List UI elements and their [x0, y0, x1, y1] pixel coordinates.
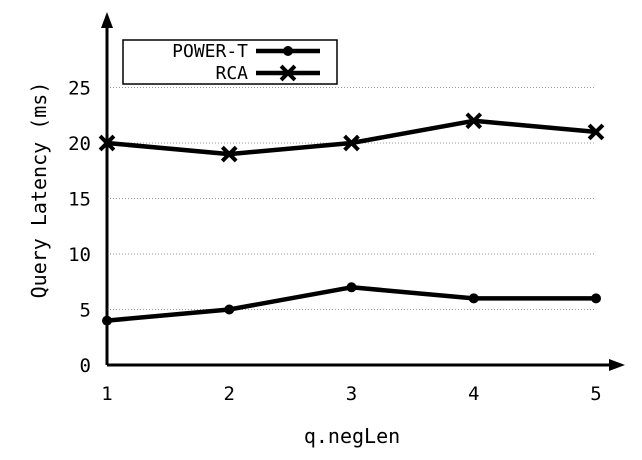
data-point-rca: [343, 134, 360, 152]
x-tick-label: 2: [224, 383, 235, 405]
data-point-power-t: [102, 315, 112, 326]
legend-label-power-t: POWER-T: [172, 41, 248, 62]
data-point-power-t: [468, 293, 479, 304]
grid-lines: [107, 87, 596, 310]
y-tick-label: 0: [80, 355, 91, 377]
legend-marker-rca: [279, 64, 297, 82]
legend-marker-power-t: [283, 46, 293, 56]
x-tick-label: 4: [468, 383, 479, 405]
data-point-power-t: [346, 282, 357, 293]
data-point-power-t: [224, 304, 235, 315]
legend-label-rca: RCA: [215, 63, 248, 84]
y-axis-arrow: [101, 12, 113, 28]
x-axis-arrow: [609, 359, 625, 371]
y-tick-label: 25: [68, 78, 91, 100]
data-point-rca: [98, 134, 116, 152]
y-axis-label: Query Latency (ms): [27, 82, 51, 299]
data-point-rca: [220, 145, 238, 163]
y-tick-label: 20: [68, 133, 91, 155]
x-axis-label: q.negLen: [304, 424, 400, 448]
y-tick-label: 5: [80, 300, 91, 322]
data-point-rca: [587, 123, 605, 141]
y-tick-label: 15: [68, 189, 91, 211]
data-point-power-t: [591, 293, 601, 304]
x-tick-labels: 1 2 3 4 5: [101, 383, 601, 405]
x-tick-label: 3: [346, 383, 357, 405]
y-tick-label: 10: [68, 244, 91, 266]
data-point-rca: [465, 112, 483, 130]
series-lines: [98, 112, 605, 326]
x-tick-label: 5: [590, 383, 601, 405]
legend-box: [122, 39, 338, 85]
axes: [101, 12, 625, 371]
series-line-rca: [106, 118, 597, 157]
y-tick-labels: 0 5 10 15 20 25: [68, 78, 91, 378]
x-tick-label: 1: [101, 383, 112, 405]
